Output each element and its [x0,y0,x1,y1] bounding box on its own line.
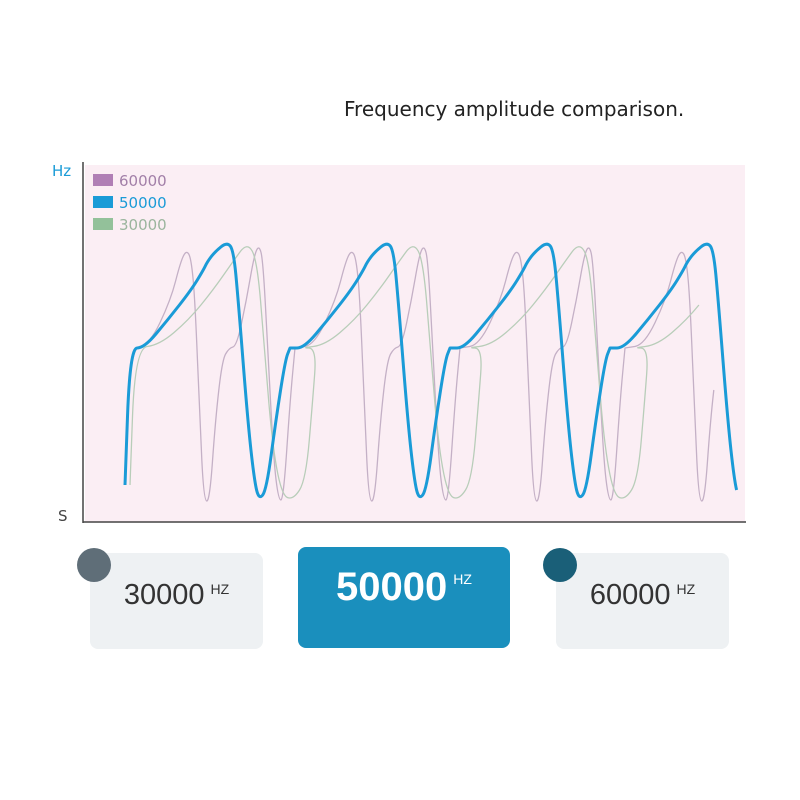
legend-swatch [93,174,113,186]
card-content: 50000 HZ [298,567,510,607]
card-value: 30000 [123,579,205,611]
plot-area [85,165,745,522]
card-value: 50000 [336,565,448,609]
legend: 60000 50000 30000 [93,172,167,234]
chart-title: Frequency amplitude comparison. [344,97,685,121]
legend-label: 60000 [119,172,167,190]
indicator-dot [543,548,577,582]
series-line-50000 [123,242,739,499]
chart: Hz S 60000 50000 30000 [52,162,746,525]
legend-swatch [93,196,113,208]
card-unit: HZ [210,581,230,597]
card-content: 60000 HZ [556,581,729,610]
legend-label: 50000 [119,194,167,212]
card-30000[interactable]: 30000 HZ [90,553,263,649]
card-50000[interactable]: 50000 HZ [298,547,510,648]
card-unit: HZ [453,571,472,587]
card-unit: HZ [676,581,696,597]
series-line-60000 [124,247,715,502]
card-value: 60000 [589,579,671,611]
y-axis-label: Hz [52,162,71,180]
card-content: 30000 HZ [90,581,263,610]
indicator-dot [77,548,111,582]
series-line-30000 [129,246,700,499]
x-axis-label: S [58,507,68,525]
legend-label: 30000 [119,216,167,234]
card-60000[interactable]: 60000 HZ [556,553,729,649]
legend-swatch [93,218,113,230]
